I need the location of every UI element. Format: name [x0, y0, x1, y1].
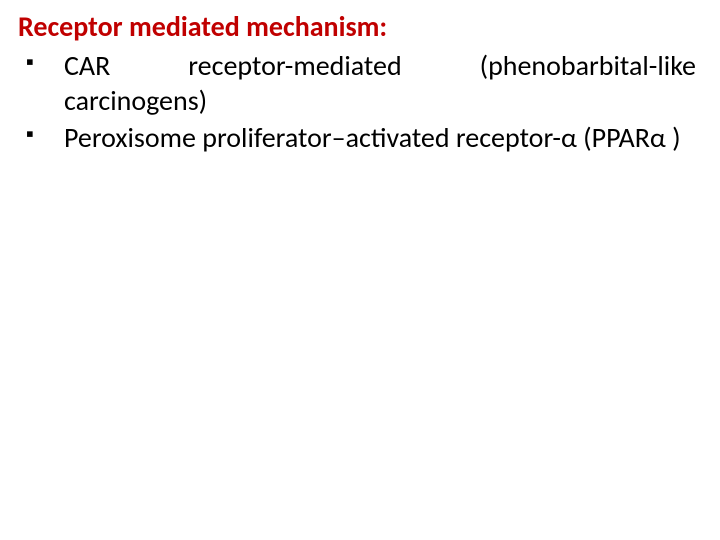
- slide-body: Receptor mediated mechanism: CAR recepto…: [0, 0, 720, 540]
- bullet-text: CAR receptor-mediated (phenobarbital-lik…: [64, 48, 696, 118]
- bullet-list: CAR receptor-mediated (phenobarbital-lik…: [18, 48, 696, 155]
- slide-heading: Receptor mediated mechanism:: [18, 10, 696, 44]
- list-item: CAR receptor-mediated (phenobarbital-lik…: [18, 48, 696, 118]
- bullet-text: Peroxisome proliferator–activated recept…: [64, 120, 681, 155]
- list-item: Peroxisome proliferator–activated recept…: [18, 120, 696, 155]
